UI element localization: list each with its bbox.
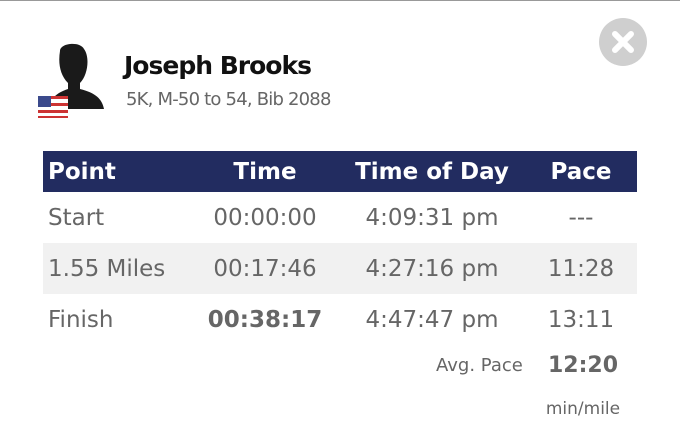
table-row: Start 00:00:00 4:09:31 pm --- — [43, 192, 637, 243]
table-header: Point Time Time of Day Pace — [43, 151, 637, 192]
table-cell: --- — [568, 204, 594, 231]
flag — [38, 96, 68, 118]
avg-pace-label: Avg. Pace — [436, 355, 523, 376]
column-header: Pace — [550, 158, 612, 185]
pace-unit: min/mile — [545, 399, 621, 419]
table-cell: Start — [48, 204, 105, 231]
splits-table: Point Time Time of Day Pace Start 00:00:00 4:0… — [43, 151, 637, 345]
table-cell: 00:17:46 — [213, 255, 317, 282]
column-header: Time — [233, 158, 297, 185]
avatar — [38, 43, 104, 118]
table-cell: Finish — [48, 306, 114, 333]
table-cell: 13:11 — [547, 306, 615, 333]
table-row: 1.55 Miles 00:17:46 4:27:16 pm 11:28 — [43, 243, 637, 294]
table-cell: 00:00:00 — [213, 204, 317, 231]
table-cell: 11:28 — [547, 255, 615, 282]
table-cell: 1.55 Miles — [48, 255, 166, 282]
table-cell: 4:27:16 pm — [365, 255, 499, 282]
close-button[interactable] — [599, 18, 647, 66]
close-icon — [612, 31, 634, 53]
runner-name: Joseph Brooks — [124, 51, 312, 80]
runner-details: 5K, M-50 to 54, Bib 2088 — [126, 89, 331, 110]
table-row: Finish 00:38:17 4:47:47 pm 13:11 — [43, 294, 637, 345]
table-cell: 4:09:31 pm — [365, 204, 499, 231]
avg-pace-value: 12:20 — [547, 353, 619, 378]
column-header: Point — [48, 158, 116, 185]
column-header: Time of Day — [355, 158, 509, 185]
table-cell: 4:47:47 pm — [365, 306, 499, 333]
table-cell: 00:38:17 — [207, 306, 323, 333]
